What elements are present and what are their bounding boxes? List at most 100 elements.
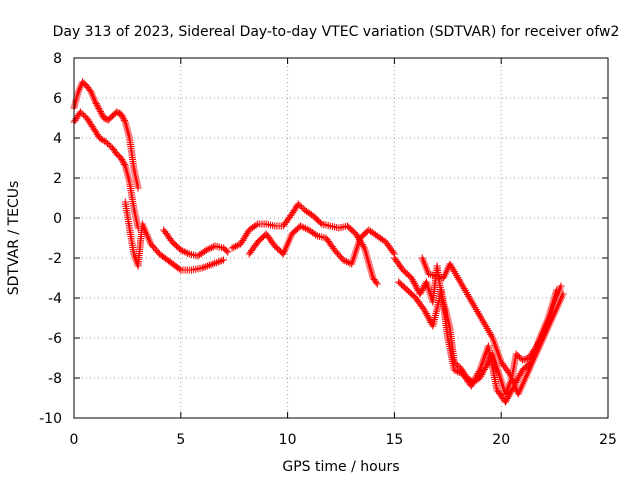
data-point	[294, 200, 302, 208]
data-point	[179, 247, 186, 255]
data-point	[233, 242, 241, 250]
data-point	[92, 100, 100, 108]
data-point	[228, 244, 236, 252]
data-point	[512, 350, 520, 358]
data-point	[120, 159, 128, 167]
data-point	[150, 243, 158, 251]
series-track-e	[228, 200, 381, 288]
data-point	[312, 231, 320, 239]
y-axis-label: SDTVAR / TECUs	[6, 181, 22, 296]
x-tick-label: 15	[385, 432, 403, 448]
data-point	[216, 257, 224, 265]
data-point	[119, 157, 127, 165]
data-point	[202, 246, 210, 254]
data-point	[372, 279, 380, 286]
data-point	[182, 248, 190, 256]
series-track-h	[395, 278, 561, 406]
y-tick-label: -2	[48, 251, 62, 267]
data-point	[333, 249, 341, 257]
y-tick-label: 8	[53, 51, 62, 67]
data-point	[453, 361, 461, 369]
y-tick-label: -10	[39, 411, 62, 427]
data-point	[80, 111, 88, 119]
data-point	[505, 368, 512, 376]
data-point	[120, 116, 128, 124]
series-track-d	[160, 226, 232, 260]
x-tick-label: 0	[70, 432, 79, 448]
data-point	[298, 223, 306, 231]
data-point	[389, 248, 397, 256]
data-point	[97, 109, 105, 117]
chart-title: Day 313 of 2023, Sidereal Day-to-day VTE…	[53, 24, 620, 40]
x-tick-label: 10	[279, 432, 297, 448]
data-point	[114, 109, 122, 117]
series-track-b	[70, 108, 142, 232]
data-point	[96, 106, 104, 114]
data-point	[100, 114, 108, 122]
data-point	[134, 184, 142, 192]
y-tick-label: -6	[48, 331, 62, 347]
data-point	[93, 101, 101, 109]
y-tick-label: -4	[48, 291, 62, 307]
data-point	[91, 98, 99, 106]
data-point	[252, 221, 260, 229]
data-point	[230, 243, 238, 251]
data-point	[208, 244, 216, 252]
data-point	[119, 113, 127, 121]
data-point	[514, 352, 522, 359]
data-point	[373, 280, 381, 288]
data-point	[113, 108, 121, 116]
data-point	[198, 264, 206, 272]
y-tick-label: 6	[53, 91, 62, 107]
data-point	[452, 367, 460, 375]
data-point	[207, 261, 215, 269]
data-point	[95, 104, 103, 112]
y-tick-labels: -10 -8 -6 -4 -2 0 2 4 6 8	[39, 51, 62, 427]
data-point	[339, 256, 347, 264]
data-point	[97, 108, 104, 116]
data-point	[557, 282, 565, 290]
data-point	[296, 222, 304, 230]
data-point	[117, 110, 125, 118]
data-point	[559, 290, 567, 298]
x-tick-label: 25	[599, 432, 617, 448]
y-tick-label: 2	[53, 171, 62, 187]
data-point	[450, 366, 458, 374]
data-point	[454, 368, 462, 376]
data-point	[120, 115, 128, 123]
data-point	[204, 245, 212, 253]
x-axis-label: GPS time / hours	[282, 459, 399, 475]
data-point	[300, 224, 308, 232]
data-point	[232, 242, 239, 250]
data-point	[332, 248, 340, 256]
data-point	[102, 138, 110, 146]
data-point	[148, 242, 156, 250]
data-points	[70, 78, 567, 406]
x-tick-label: 5	[176, 432, 185, 448]
data-point	[104, 140, 112, 147]
series-track-a	[70, 78, 142, 192]
data-point	[94, 103, 102, 111]
x-tick-labels: 0 5 10 15 20 25	[70, 432, 617, 448]
y-tick-label: 4	[53, 131, 62, 147]
data-point	[455, 368, 463, 376]
data-point	[78, 110, 86, 117]
data-point	[117, 154, 125, 162]
data-point	[76, 108, 84, 116]
data-point	[177, 246, 185, 254]
data-point	[515, 353, 523, 361]
data-point	[120, 160, 128, 168]
data-point	[220, 256, 227, 264]
y-tick-label: -8	[48, 371, 62, 387]
data-point	[222, 247, 230, 255]
data-point	[105, 141, 113, 149]
y-tick-label: 0	[53, 211, 62, 227]
data-point	[175, 265, 183, 273]
series-track-f	[245, 222, 398, 268]
plot-frame	[73, 57, 609, 419]
data-point	[298, 203, 305, 211]
series-track-i	[418, 254, 567, 398]
data-point	[180, 248, 188, 256]
data-point	[553, 286, 561, 294]
